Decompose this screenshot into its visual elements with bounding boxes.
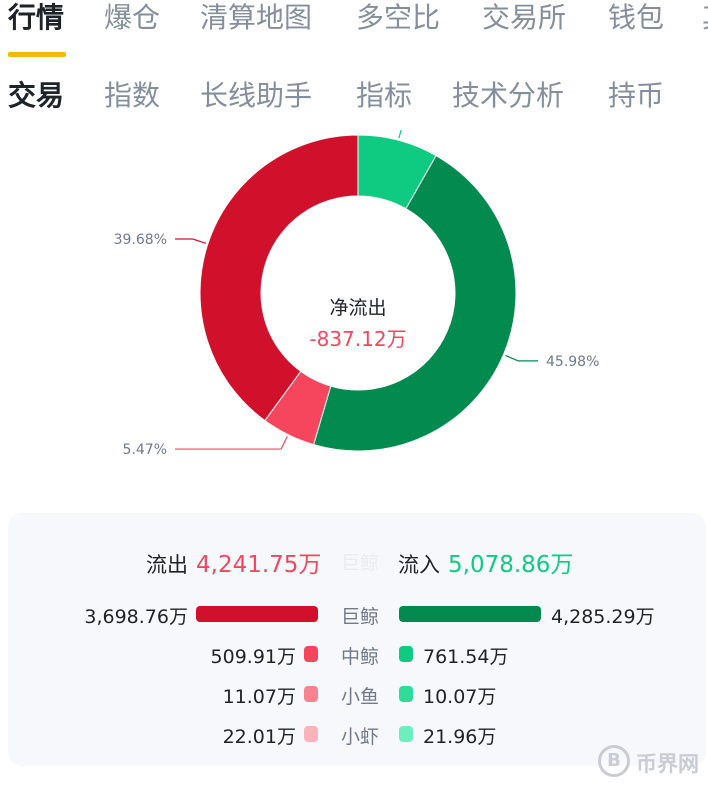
active-tab-indicator (8, 52, 66, 57)
tab-long-short-ratio[interactable]: 多空比 (356, 1, 441, 34)
faded-category-label: 巨鲸 (341, 552, 380, 574)
inflow-bar (399, 646, 413, 662)
outflow-bar (304, 686, 318, 702)
outflow-value: 509.91万 (210, 646, 296, 668)
category-label: 小鱼 (340, 686, 379, 708)
slice-percent-label: 8.17% (546, 130, 590, 134)
subtab-indicators[interactable]: 指标 (356, 79, 413, 112)
subtab-index[interactable]: 指数 (104, 79, 161, 112)
coin-logo-icon: B (598, 745, 630, 777)
inflow-value: 21.96万 (423, 726, 497, 748)
watermark-text: 币界网 (636, 752, 699, 776)
flow-row-mid-whale: 509.91万 中鲸 761.54万 (8, 639, 706, 669)
donut-svg: 8.17% 45.98% 5.47% 39.68% (114, 130, 599, 458)
tab-liquidation-map[interactable]: 清算地图 (200, 1, 313, 34)
tab-wallet[interactable]: 钱包 (608, 1, 665, 34)
subtab-trade[interactable]: 交易 (8, 79, 65, 112)
slice-percent-label: 45.98% (546, 354, 599, 370)
donut-slice[interactable] (312, 154, 517, 452)
category-label: 巨鲸 (340, 606, 379, 628)
outflow-summary: 流出 4,241.75万 (146, 545, 321, 579)
flow-breakdown-panel: 流出 4,241.75万 巨鲸 流入 5,078.86万 3,698.76万 巨鲸 … (8, 513, 706, 766)
slice-percent-label: 39.68% (114, 232, 167, 248)
category-label: 中鲸 (340, 646, 379, 668)
net-flow-value: -837.12万 (309, 327, 407, 351)
secondary-tab-bar: 交易 指数 长线助手 指标 技术分析 持币 (0, 72, 708, 122)
site-watermark: B 币界网 (598, 745, 708, 779)
outflow-bar (304, 726, 318, 742)
inflow-bar (399, 606, 541, 622)
outflow-total: 4,241.75万 (196, 552, 322, 578)
outflow-value: 3,698.76万 (84, 606, 188, 628)
flow-row-whale: 3,698.76万 巨鲸 4,285.29万 (8, 599, 706, 629)
slice-leader-line (175, 436, 288, 450)
slice-leader-line (175, 238, 207, 244)
subtab-technical-analysis[interactable]: 技术分析 (452, 79, 565, 112)
outflow-value: 11.07万 (222, 686, 296, 708)
flow-row-shrimp: 22.01万 小虾 21.96万 (8, 719, 706, 749)
tab-liquidation[interactable]: 爆仓 (104, 1, 161, 34)
tab-more[interactable]: 其 (702, 0, 708, 36)
net-flow-label: 净流出 (329, 297, 387, 319)
inflow-value: 761.54万 (423, 646, 509, 668)
slice-leader-line (398, 130, 402, 139)
donut-slice[interactable] (199, 134, 359, 422)
subtab-long-term-assistant[interactable]: 长线助手 (200, 79, 313, 112)
flow-donut-chart: 8.17% 45.98% 5.47% 39.68% 净流出 -837.12万 (0, 130, 708, 500)
tab-market[interactable]: 行情 (8, 1, 65, 34)
flow-row-small-fish: 11.07万 小鱼 10.07万 (8, 679, 706, 709)
inflow-bar (399, 726, 413, 742)
slice-leader-line (505, 354, 538, 362)
tab-exchange[interactable]: 交易所 (482, 1, 567, 34)
inflow-value: 4,285.29万 (551, 606, 655, 628)
outflow-label: 流出 (146, 553, 188, 577)
outflow-bar (196, 606, 318, 622)
inflow-label: 流入 (398, 553, 440, 577)
inflow-bar (399, 686, 413, 702)
outflow-bar (304, 646, 318, 662)
inflow-total: 5,078.86万 (448, 552, 574, 578)
primary-tab-bar: 行情 爆仓 清算地图 多空比 交易所 钱包 其 (0, 0, 708, 60)
inflow-summary: 流入 5,078.86万 (398, 545, 573, 579)
subtab-holdings[interactable]: 持币 (608, 79, 665, 112)
outflow-value: 22.01万 (222, 726, 296, 748)
inflow-value: 10.07万 (423, 686, 497, 708)
slice-percent-label: 5.47% (123, 442, 167, 458)
category-label: 小虾 (340, 726, 379, 748)
